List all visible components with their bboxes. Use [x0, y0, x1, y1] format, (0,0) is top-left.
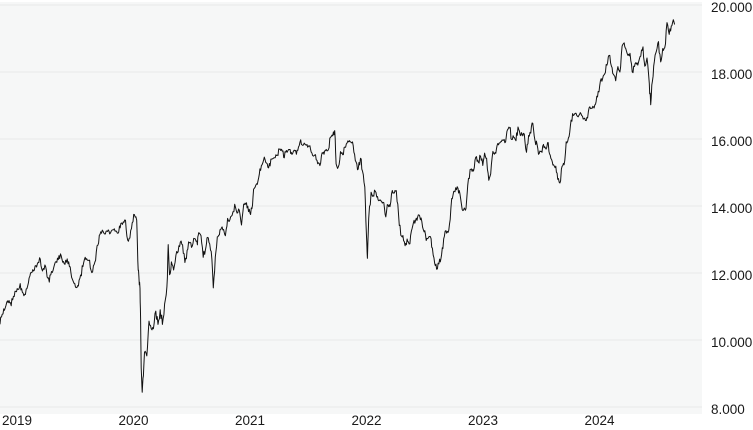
x-tick-label: 2024: [585, 413, 616, 428]
plot-area: [0, 2, 702, 414]
y-tick-label: 8.000: [711, 402, 745, 417]
y-tick-label: 10.000: [711, 335, 752, 350]
y-tick-label: 18.000: [711, 67, 752, 82]
x-tick-label: 2019: [2, 413, 32, 428]
x-tick-label: 2022: [352, 413, 382, 428]
y-tick-label: 20.000: [711, 0, 752, 15]
x-tick-label: 2023: [468, 413, 498, 428]
y-tick-label: 12.000: [711, 268, 752, 283]
x-tick-label: 2021: [235, 413, 265, 428]
x-tick-label: 2020: [119, 413, 149, 428]
y-tick-label: 14.000: [711, 201, 752, 216]
y-tick-label: 16.000: [711, 134, 752, 149]
price-line: [0, 19, 675, 393]
